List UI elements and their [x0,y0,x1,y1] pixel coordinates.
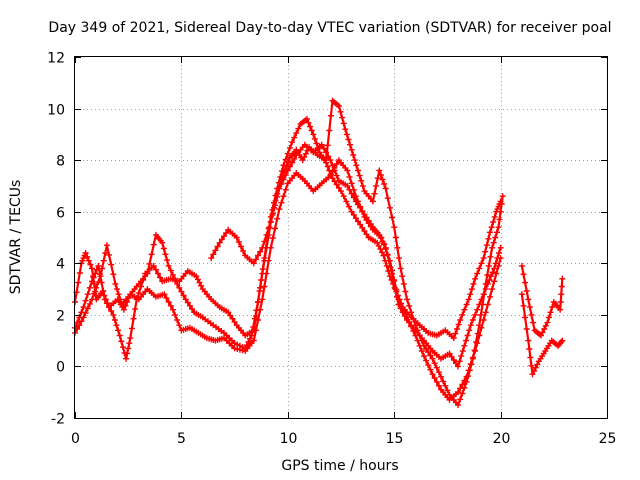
y-tick-label: 12 [47,51,65,67]
x-tick-label: 5 [177,431,186,447]
plot-frame [74,56,608,419]
x-axis-ticks: 0 5 10 15 20 25 [71,57,616,447]
y-tick-label: -2 [51,412,65,428]
chart-title: Day 349 of 2021, Sidereal Day-to-day VTE… [48,20,611,36]
y-tick-label: 6 [56,206,65,222]
y-axis-label: SDTVAR / TECUs [8,180,24,295]
x-tick-label: 20 [493,431,511,447]
x-tick-label: 0 [71,431,80,447]
grid-lines [75,57,607,418]
y-tick-label: 0 [56,360,65,376]
y-tick-label: 10 [47,103,65,119]
y-axis-ticks: -2 0 2 4 6 8 10 12 [47,51,607,428]
series-markers-track-6 [518,291,566,378]
y-tick-label: 2 [56,309,65,325]
series-markers-track-4 [208,97,506,409]
y-tick-label: 8 [56,154,65,170]
x-tick-label: 10 [280,431,298,447]
series-markers-track-5 [518,262,566,339]
x-axis-label: GPS time / hours [281,458,398,474]
y-tick-label: 4 [56,257,65,273]
x-tick-label: 15 [386,431,404,447]
x-tick-label: 25 [599,431,617,447]
